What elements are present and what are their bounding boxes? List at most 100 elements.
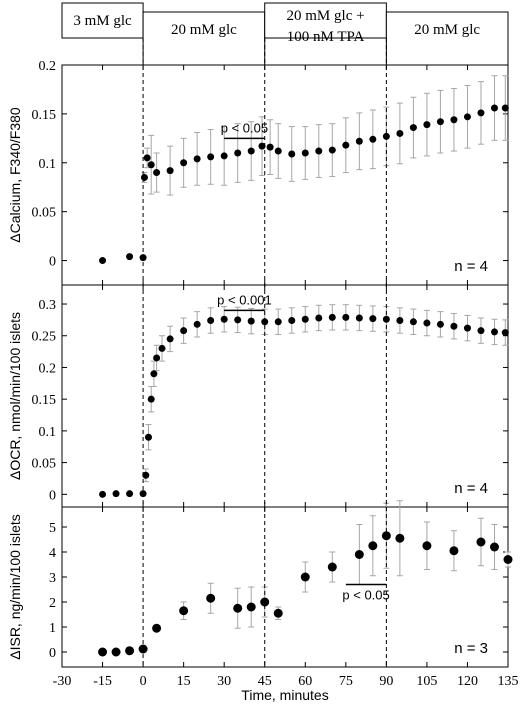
y-tick-label: 0.25 bbox=[32, 330, 57, 345]
data-point bbox=[355, 137, 363, 145]
data-point bbox=[409, 318, 417, 326]
n-label: n = 4 bbox=[454, 258, 488, 275]
x-tick-label: 120 bbox=[457, 674, 478, 689]
y-tick-label: 1 bbox=[49, 621, 56, 636]
data-point bbox=[396, 317, 404, 325]
condition-segment bbox=[385, 11, 509, 66]
data-point bbox=[490, 104, 498, 112]
data-point bbox=[274, 318, 282, 326]
significance-label: p < 0.05 bbox=[342, 588, 389, 603]
x-tick-label: 15 bbox=[177, 674, 191, 689]
data-point bbox=[111, 647, 121, 657]
x-tick-label: 0 bbox=[140, 674, 147, 689]
data-point bbox=[158, 344, 166, 352]
x-axis-label: Time, minutes bbox=[241, 687, 328, 703]
data-point bbox=[266, 143, 274, 151]
data-point bbox=[342, 313, 350, 321]
data-point bbox=[463, 113, 471, 121]
data-point bbox=[501, 104, 509, 112]
data-point bbox=[423, 319, 431, 327]
x-tick-label: 90 bbox=[379, 674, 393, 689]
data-point bbox=[396, 129, 404, 137]
x-tick-label: 60 bbox=[298, 674, 312, 689]
data-point bbox=[436, 118, 444, 126]
y-tick-label: 0.05 bbox=[32, 457, 57, 472]
data-point bbox=[342, 141, 350, 149]
data-point bbox=[180, 327, 188, 335]
data-point bbox=[503, 555, 513, 564]
data-point bbox=[246, 602, 256, 612]
data-point bbox=[327, 562, 337, 572]
panel-frame bbox=[61, 284, 509, 508]
data-point bbox=[207, 153, 215, 161]
condition-segment bbox=[61, 2, 144, 39]
data-point bbox=[315, 314, 323, 322]
data-point bbox=[220, 152, 228, 160]
condition-label: 20 mM glc bbox=[171, 22, 237, 38]
data-point bbox=[395, 533, 405, 543]
data-point bbox=[125, 646, 135, 656]
data-point bbox=[476, 537, 486, 547]
data-point bbox=[99, 257, 107, 265]
y-tick-label: 0.15 bbox=[32, 108, 57, 123]
data-point bbox=[144, 433, 152, 441]
data-point bbox=[98, 647, 108, 657]
data-point bbox=[328, 146, 336, 154]
data-point bbox=[140, 173, 148, 181]
data-point bbox=[247, 317, 255, 325]
data-point bbox=[112, 490, 120, 498]
data-point bbox=[234, 316, 242, 324]
data-point bbox=[328, 313, 336, 321]
y-axis-label: ΔCalcium, F340/F380 bbox=[7, 107, 23, 243]
condition-label: 20 mM glc + bbox=[287, 8, 365, 24]
data-point bbox=[207, 317, 215, 325]
y-tick-label: 4 bbox=[49, 546, 56, 561]
n-label: n = 3 bbox=[454, 640, 488, 657]
data-point bbox=[153, 354, 161, 362]
data-point bbox=[315, 147, 323, 155]
data-point bbox=[477, 327, 485, 335]
data-point bbox=[490, 328, 498, 336]
data-point bbox=[152, 623, 162, 633]
x-tick-label: -30 bbox=[53, 674, 72, 689]
y-tick-label: 2 bbox=[49, 596, 56, 611]
data-point bbox=[354, 550, 364, 559]
y-tick-label: 0.2 bbox=[39, 59, 57, 74]
data-point bbox=[436, 320, 444, 328]
y-tick-label: 0 bbox=[49, 488, 56, 503]
x-tick-label: -15 bbox=[93, 674, 112, 689]
data-point bbox=[422, 541, 432, 551]
y-tick-label: 0.3 bbox=[39, 298, 57, 313]
data-point bbox=[273, 608, 283, 618]
y-tick-label: 0.2 bbox=[39, 361, 57, 376]
data-point bbox=[147, 161, 155, 169]
data-point bbox=[369, 135, 377, 143]
data-point bbox=[423, 121, 431, 129]
data-point bbox=[234, 149, 242, 157]
data-point bbox=[355, 314, 363, 322]
data-point bbox=[147, 395, 155, 403]
y-tick-label: 0.1 bbox=[39, 425, 57, 440]
data-point bbox=[166, 167, 174, 175]
data-point bbox=[274, 147, 282, 155]
data-point bbox=[153, 169, 161, 177]
data-point bbox=[150, 370, 158, 378]
data-point bbox=[143, 154, 151, 162]
x-tick-label: 75 bbox=[339, 674, 353, 689]
data-point bbox=[489, 542, 499, 552]
x-tick-label: 45 bbox=[258, 674, 272, 689]
data-point bbox=[449, 546, 459, 556]
condition-segment bbox=[264, 2, 387, 39]
data-point bbox=[450, 116, 458, 124]
data-point bbox=[463, 324, 471, 332]
data-point bbox=[288, 150, 296, 158]
data-point bbox=[126, 490, 134, 498]
y-tick-label: 0 bbox=[49, 255, 56, 270]
data-point bbox=[409, 124, 417, 132]
data-point bbox=[368, 541, 378, 551]
data-point bbox=[300, 572, 310, 582]
data-point bbox=[501, 329, 509, 337]
data-point bbox=[180, 159, 188, 167]
y-tick-label: 0.05 bbox=[32, 206, 57, 221]
